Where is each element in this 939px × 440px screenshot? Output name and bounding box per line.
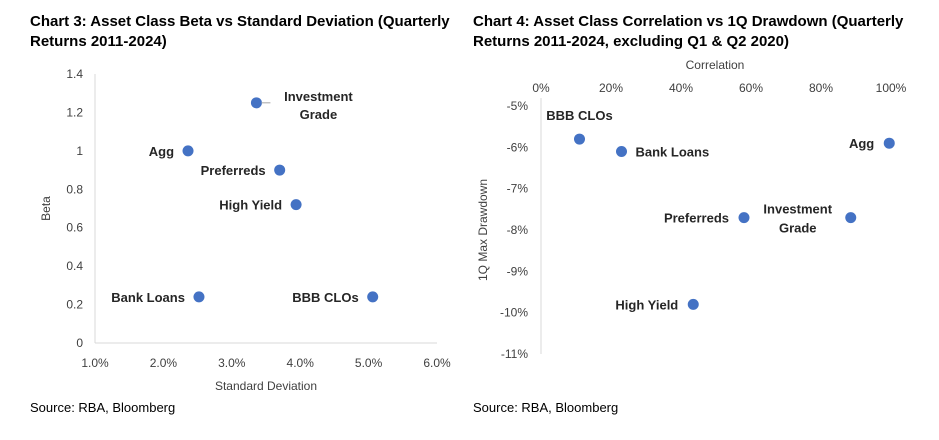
data-point: [193, 291, 205, 303]
point-label: Investment: [763, 202, 832, 217]
chart-3-source: Source: RBA, Bloomberg: [30, 400, 176, 415]
data-point: [367, 291, 379, 303]
chart-4-source: Source: RBA, Bloomberg: [473, 400, 619, 415]
x-tick-label: 1.0%: [81, 356, 109, 370]
point-label: BBB CLOs: [546, 108, 612, 123]
y-tick-label: -7%: [507, 182, 529, 196]
point-label: Investment: [284, 89, 353, 104]
data-point: [274, 164, 286, 176]
y-tick-label: 1: [76, 144, 83, 158]
point-label: Grade: [779, 221, 817, 236]
point-label: Agg: [149, 144, 174, 159]
chart-4-plot: 0% 20% 40% 60% 80% 100% Correlation -5% -6% -7% -8…: [476, 58, 907, 361]
x-tick-label: 2.0%: [150, 356, 178, 370]
y-axis-label: 1Q Max Drawdown: [476, 179, 490, 281]
data-point: [738, 212, 750, 224]
x-tick-label: 80%: [809, 81, 833, 95]
x-tick-label: 4.0%: [287, 356, 315, 370]
point-label: Bank Loans: [636, 144, 710, 159]
y-tick-label: -5%: [507, 99, 529, 113]
y-tick-label: -9%: [507, 264, 529, 278]
data-point: [250, 97, 262, 109]
point-label: Bank Loans: [111, 290, 185, 305]
x-axis-label: Correlation: [686, 58, 745, 72]
x-tick-label: 20%: [599, 81, 623, 95]
y-tick-label: 0.2: [66, 298, 83, 312]
x-tick-label: 3.0%: [218, 356, 246, 370]
x-tick-label: 0%: [532, 81, 550, 95]
x-axis-label: Standard Deviation: [215, 379, 317, 393]
data-point: [883, 137, 895, 149]
data-point: [182, 145, 194, 157]
y-tick-label: 0: [76, 336, 83, 350]
point-label: High Yield: [219, 198, 282, 213]
data-point: [845, 212, 857, 224]
y-tick-label: -10%: [500, 306, 528, 320]
chart-4-title: Chart 4: Asset Class Correlation vs 1Q D…: [473, 13, 904, 50]
y-axis-label: Beta: [39, 196, 53, 221]
data-point: [616, 145, 627, 157]
x-tick-label: 40%: [669, 81, 693, 95]
y-tick-label: 0.6: [66, 221, 83, 235]
point-label: Grade: [300, 107, 338, 122]
chart-3-panel: Chart 3: Asset Class Beta vs Standard De…: [30, 13, 451, 415]
y-tick-label: 1.4: [66, 67, 83, 81]
y-tick-label: 0.8: [66, 182, 83, 196]
y-tick-label: 0.4: [66, 259, 83, 273]
y-tick-label: -8%: [507, 223, 529, 237]
chart-4-panel: Chart 4: Asset Class Correlation vs 1Q D…: [470, 0, 939, 440]
data-point: [290, 199, 302, 211]
x-tick-label: 5.0%: [355, 356, 383, 370]
y-tick-label: 1.2: [66, 105, 83, 119]
point-label: High Yield: [615, 297, 678, 312]
point-label: Preferreds: [201, 163, 266, 178]
chart-3-title: Chart 3: Asset Class Beta vs Standard De…: [30, 13, 450, 50]
point-label: BBB CLOs: [292, 290, 358, 305]
point-label: Agg: [849, 136, 874, 151]
y-tick-label: -11%: [501, 347, 528, 361]
x-tick-label: 100%: [876, 81, 907, 95]
point-label: Preferreds: [664, 211, 729, 226]
data-point: [687, 298, 699, 310]
x-tick-label: 60%: [739, 81, 763, 95]
data-point: [574, 133, 585, 145]
chart-3-plot: 0 0.2 0.4 0.6 0.8 1 1.2 1.4 1.0% 2.0% 3.0% 4.0% 5.0%…: [39, 67, 451, 393]
y-tick-label: -6%: [507, 140, 529, 154]
x-tick-label: 6.0%: [423, 356, 451, 370]
